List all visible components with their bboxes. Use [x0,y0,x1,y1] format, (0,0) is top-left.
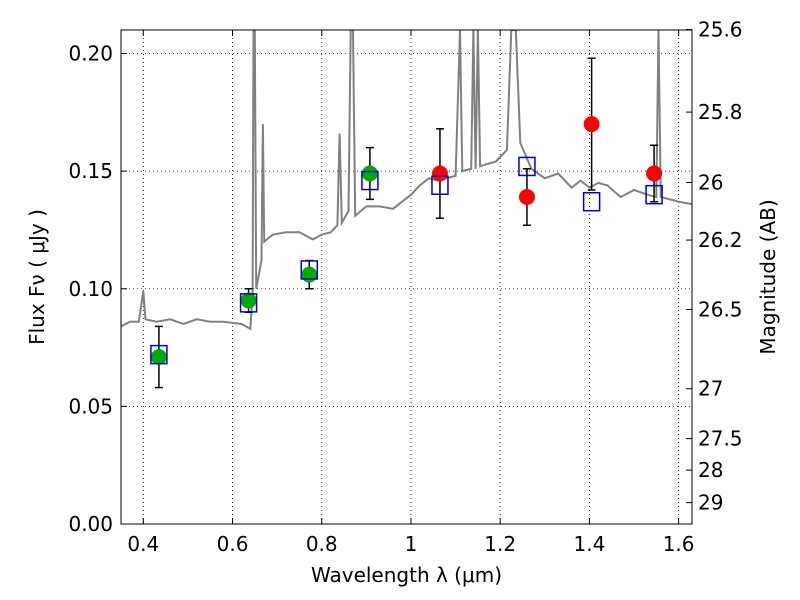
data-point [431,165,448,182]
x-tick-label: 0.6 [217,532,249,556]
data-point [583,116,600,133]
y-tick-label: 0.15 [68,159,113,183]
x-tick-label: 1 [405,532,418,556]
data-point [240,292,257,309]
right-tick-label: 27 [698,377,723,401]
right-tick-label: 29 [698,491,723,515]
model-point [150,344,168,365]
model-point [645,184,663,205]
y-tick-label: 0.00 [68,512,113,536]
error-bars [154,57,659,389]
template-spectrum [121,30,692,331]
data-point [646,165,663,182]
data-point [301,266,318,283]
right-tick-label: 26.5 [698,297,743,321]
spectrum-line [121,30,692,331]
data-markers [150,116,663,365]
y-axis-label: Flux Fν ( μJy ) [25,209,49,345]
x-tick-label: 1.6 [663,532,695,556]
right-tick-label: 27.5 [698,427,743,451]
x-axis-label: Wavelength λ (μm) [311,563,502,587]
y-tick-label: 0.10 [68,277,113,301]
right-tick-label: 28 [698,458,723,482]
right-axis-label: Magnitude (AB) [756,199,780,354]
model-point [239,293,258,313]
data-point [150,348,167,365]
x-tick-label: 1.2 [484,532,516,556]
data-point [518,189,535,206]
plot-frame [120,29,693,525]
y-tick-label: 0.05 [68,394,113,418]
data-point [361,165,378,182]
right-tick-label: 26.2 [698,228,743,252]
grid [121,30,692,525]
model-point [582,191,601,212]
model-point [518,156,536,177]
model-point [300,260,319,280]
x-tick-label: 0.8 [306,532,338,556]
x-tick-label: 0.4 [127,532,159,556]
y-tick-label: 0.20 [68,42,113,66]
right-tick-label: 26 [698,170,723,194]
right-tick-label: 25.8 [698,100,743,124]
axis-ticks: 0.4 0.6 0.8 1 1.2 1.4 1.6 0.00 0.05 0.10 0.15 0.20 2… [68,18,742,556]
model-point [361,170,379,191]
model-point [431,175,449,196]
x-tick-label: 1.4 [573,532,605,556]
right-tick-label: 25.6 [698,18,743,42]
